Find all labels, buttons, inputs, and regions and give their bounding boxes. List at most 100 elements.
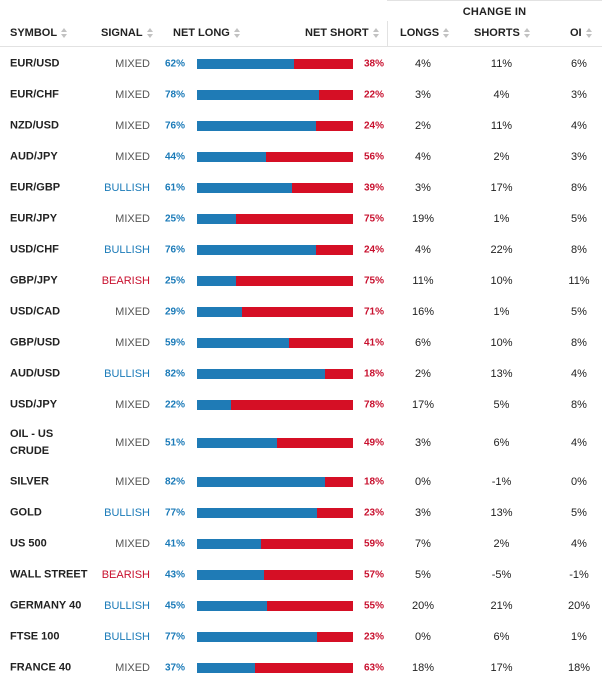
symbol-cell[interactable]: USD/JPY [10,398,58,410]
symbol-cell[interactable]: FRANCE 40 [10,661,72,673]
symbol-cell[interactable]: AUD/JPY [10,150,58,162]
oi-column-header[interactable]: OI [570,27,593,39]
net-short-bar [236,213,353,224]
net-short-percent: 39% [363,182,384,193]
symbol-cell[interactable]: SILVER [10,475,49,487]
symbol-column-header[interactable]: SYMBOL [10,27,68,39]
net-short-bar [267,600,353,611]
change-oi-cell: 4% [571,537,587,550]
table-row[interactable]: FTSE 100 BULLISH 77% 23% 0% 6% 1% [0,621,602,652]
symbol-cell[interactable]: USD/CAD [10,305,61,317]
net-short-bar [317,507,353,518]
change-longs-cell: 4% [415,243,431,256]
signal-cell: MIXED [115,305,150,318]
sort-icon[interactable] [585,28,593,39]
table-row[interactable]: EUR/GBP BULLISH 61% 39% 3% 17% 8% [0,172,602,203]
net-short-percent: 63% [363,662,384,673]
change-shorts-cell: 17% [490,181,513,194]
symbol-cell[interactable]: EUR/JPY [10,212,58,224]
table-row[interactable]: OIL - US CRUDE MIXED 51% 49% 3% 6% 4% [0,420,602,466]
symbol-cell[interactable]: EUR/USD [10,57,60,69]
signal-cell: MIXED [115,398,150,411]
symbol-cell[interactable]: FTSE 100 [10,630,60,642]
change-shorts-cell: 21% [490,599,513,612]
sort-icon[interactable] [146,28,154,39]
table-row[interactable]: GERMANY 40 BULLISH 45% 55% 20% 21% 20% [0,590,602,621]
symbol-cell[interactable]: AUD/USD [10,367,61,379]
signal-cell: BULLISH [104,599,150,612]
net-short-percent: 22% [363,89,384,100]
symbol-cell[interactable]: NZD/USD [10,119,59,131]
table-row[interactable]: FRANCE 40 MIXED 37% 63% 18% 17% 18% [0,652,602,681]
signal-column-header[interactable]: SIGNAL [101,27,154,39]
change-oi-cell: 3% [571,88,587,101]
symbol-cell[interactable]: EUR/GBP [10,181,61,193]
net-short-column-header[interactable]: NET SHORT [305,27,380,39]
net-long-column-header[interactable]: NET LONG [173,27,241,39]
table-row[interactable]: NZD/USD MIXED 76% 24% 2% 11% 4% [0,110,602,141]
symbol-cell[interactable]: GERMANY 40 [10,599,82,611]
table-row[interactable]: GBP/USD MIXED 59% 41% 6% 10% 8% [0,327,602,358]
symbol-cell[interactable]: US 500 [10,537,47,549]
change-oi-cell: 0% [571,475,587,488]
sentiment-bar [197,476,353,487]
sort-icon[interactable] [523,28,531,39]
change-longs-cell: 6% [415,336,431,349]
table-row[interactable]: US 500 MIXED 41% 59% 7% 2% 4% [0,528,602,559]
sort-icon[interactable] [233,28,241,39]
table-row[interactable]: USD/JPY MIXED 22% 78% 17% 5% 8% [0,389,602,420]
change-longs-cell: 3% [415,437,431,449]
symbol-cell[interactable]: GBP/JPY [10,274,58,286]
symbol-cell[interactable]: USD/CHF [10,243,59,255]
net-short-bar [260,538,353,549]
net-long-percent: 45% [164,600,185,611]
table-row[interactable]: EUR/CHF MIXED 78% 22% 3% 4% 3% [0,79,602,110]
table-row[interactable]: AUD/JPY MIXED 44% 56% 4% 2% 3% [0,141,602,172]
table-row[interactable]: SILVER MIXED 82% 18% 0% -1% 0% [0,466,602,497]
sort-icon[interactable] [61,28,68,39]
signal-cell: BULLISH [104,243,150,256]
sort-icon[interactable] [443,28,450,39]
net-long-bar [197,438,277,448]
net-short-bar [264,569,353,580]
sentiment-bar [197,368,353,379]
change-shorts-cell: 17% [490,661,513,674]
symbol-cell[interactable]: GOLD [10,506,42,518]
sort-icon[interactable] [372,28,380,39]
header-divider [387,21,388,47]
change-oi-cell: 4% [571,367,587,380]
change-longs-cell: 19% [411,212,435,225]
change-shorts-cell: 6% [493,437,510,449]
sentiment-bar [197,213,353,224]
sentiment-bar [197,569,353,580]
change-oi-cell: 8% [571,336,587,349]
net-short-percent: 71% [363,306,384,317]
table-row[interactable]: GBP/JPY BEARISH 25% 75% 11% 10% 11% [0,265,602,296]
symbol-cell[interactable]: OIL - US CRUDE [10,428,54,457]
symbol-cell[interactable]: WALL STREET [10,568,88,580]
change-shorts-cell: 2% [493,150,510,163]
sentiment-bar [197,662,353,673]
symbol-cell[interactable]: EUR/CHF [10,88,59,100]
sentiment-bar [197,337,353,348]
table-row[interactable]: EUR/JPY MIXED 25% 75% 19% 1% 5% [0,203,602,234]
change-oi-cell: 5% [571,506,587,519]
net-long-bar [197,476,325,487]
shorts-column-header[interactable]: SHORTS [474,27,531,39]
change-longs-cell: 4% [415,150,431,163]
symbol-cell[interactable]: GBP/USD [10,336,61,348]
table-row[interactable]: WALL STREET BEARISH 43% 57% 5% -5% -1% [0,559,602,590]
change-longs-cell: 2% [415,119,431,132]
net-long-bar [197,244,316,255]
net-short-percent: 23% [363,507,384,518]
table-row[interactable]: USD/CHF BULLISH 76% 24% 4% 22% 8% [0,234,602,265]
sentiment-bar [197,58,353,69]
net-short-percent: 75% [363,275,384,286]
table-row[interactable]: EUR/USD MIXED 62% 38% 4% 11% 6% [0,48,602,79]
table-row[interactable]: AUD/USD BULLISH 82% 18% 2% 13% 4% [0,358,602,389]
net-long-bar [197,662,255,673]
table-row[interactable]: GOLD BULLISH 77% 23% 3% 13% 5% [0,497,602,528]
sentiment-bar [197,507,353,518]
longs-column-header[interactable]: LONGS [400,27,450,39]
table-row[interactable]: USD/CAD MIXED 29% 71% 16% 1% 5% [0,296,602,327]
